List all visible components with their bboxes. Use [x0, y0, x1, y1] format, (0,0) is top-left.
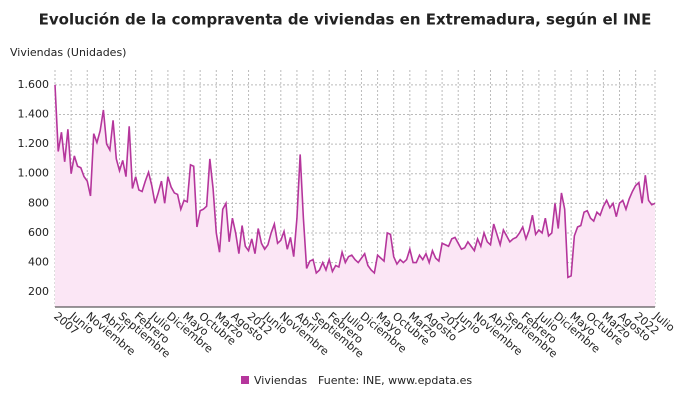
area-fill: [55, 84, 655, 307]
source: Fuente: INE, www.epdata.es: [318, 374, 472, 387]
line: [54, 84, 656, 279]
y-tick-label: 600: [28, 226, 49, 239]
y-tick-label: 1.400: [18, 107, 50, 120]
y-tick-label: 800: [28, 196, 49, 209]
y-tick-label: 1.200: [18, 137, 50, 150]
legend-label: Viviendas: [254, 374, 307, 387]
y-tick-label: 400: [28, 256, 49, 269]
y-axis-label: Viviendas (Unidades): [10, 46, 126, 59]
y-tick-label: 200: [28, 285, 49, 298]
y-tick-label: 1.600: [18, 78, 50, 91]
y-tick-label: 1.000: [18, 167, 50, 180]
legend-swatch: [241, 376, 249, 384]
chart-title: Evolución de la compraventa de viviendas…: [39, 11, 652, 29]
